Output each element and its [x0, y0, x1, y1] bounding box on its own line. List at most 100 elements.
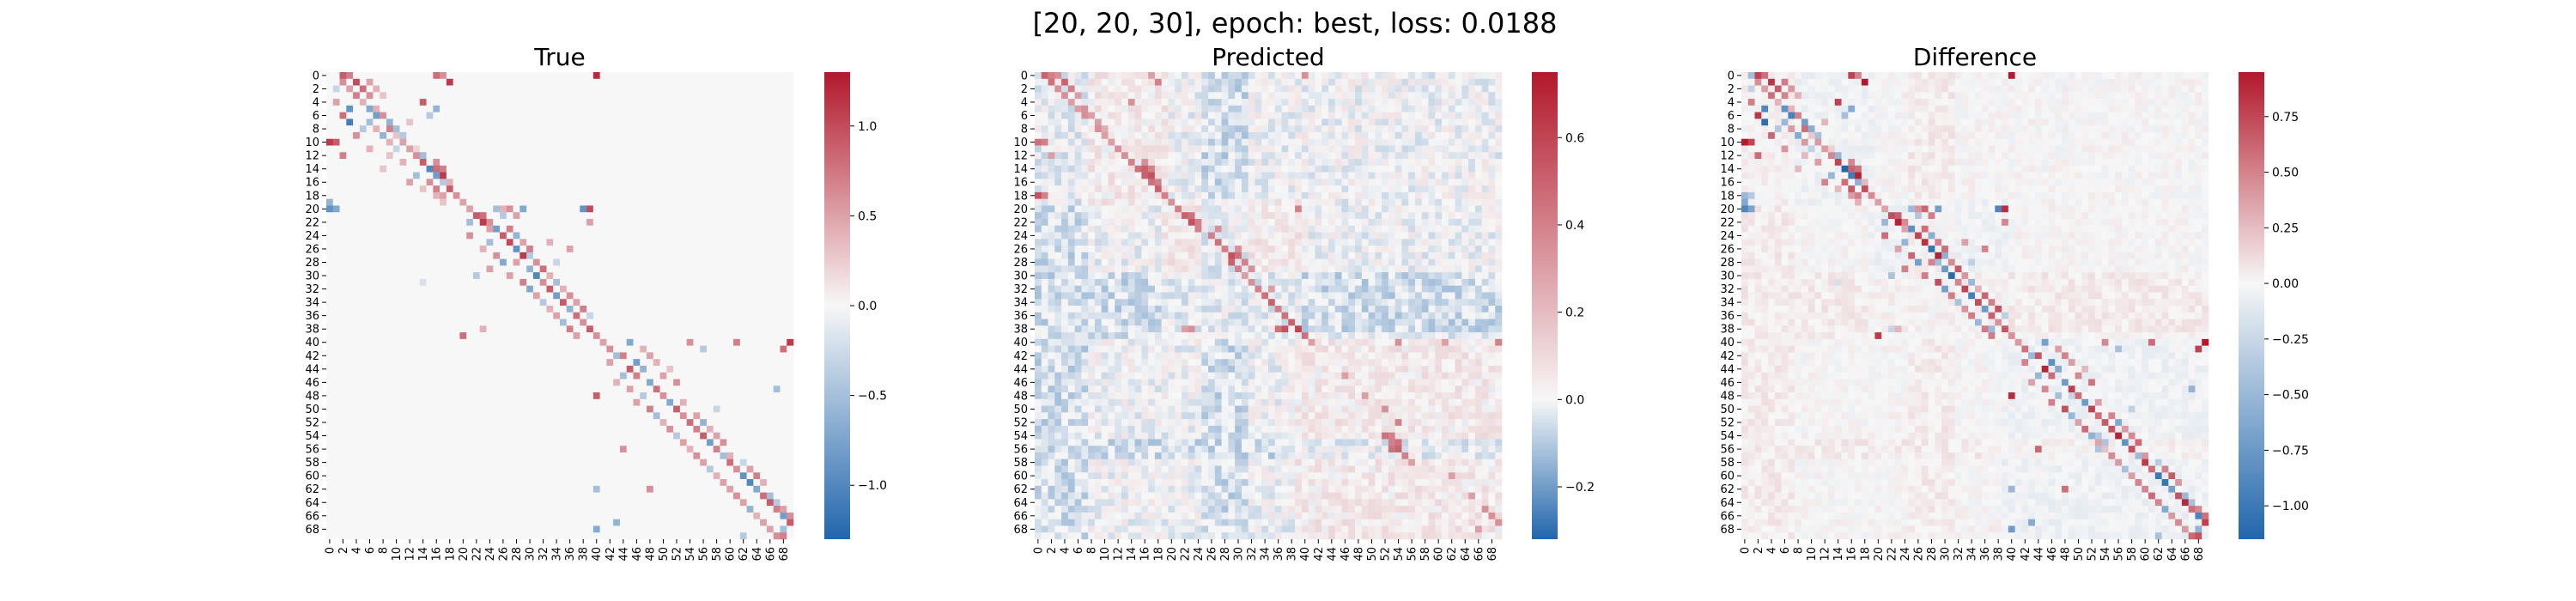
heatmap-cell [773, 446, 781, 453]
heatmap-cell [733, 92, 741, 100]
heatmap-cell [720, 499, 727, 507]
heatmap-cell [586, 165, 594, 173]
heatmap-cell [419, 185, 427, 193]
heatmap-cell [346, 92, 354, 100]
heatmap-cell [399, 145, 407, 153]
heatmap-cell [446, 432, 453, 440]
heatmap-cell [493, 138, 501, 146]
heatmap-cell [553, 412, 561, 420]
heatmap-cell [366, 285, 374, 293]
heatmap-cell [466, 325, 474, 333]
heatmap-cell [399, 265, 407, 273]
heatmap-cell [780, 365, 787, 373]
heatmap-cell [679, 398, 687, 406]
heatmap-cell [700, 185, 708, 193]
heatmap-cell [472, 72, 481, 80]
heatmap-cell [720, 159, 727, 167]
heatmap-cell [739, 78, 747, 86]
heatmap-cell [399, 125, 407, 133]
heatmap-cell [606, 191, 614, 199]
heatmap-cell [647, 112, 654, 119]
heatmap-cell [500, 232, 507, 240]
heatmap-cell [720, 512, 727, 519]
heatmap-cell [419, 212, 427, 220]
heatmap-cell [366, 345, 374, 353]
heatmap-cell [506, 312, 513, 319]
heatmap-cell [453, 145, 460, 153]
heatmap-cell [787, 385, 794, 393]
heatmap-cell [640, 332, 647, 340]
heatmap-cell [493, 306, 501, 313]
heatmap-cell [459, 292, 467, 300]
heatmap-cell [539, 239, 547, 246]
heatmap-cell [472, 446, 481, 453]
heatmap-cell [573, 72, 580, 80]
heatmap-cell [532, 405, 540, 413]
heatmap-cell [466, 179, 474, 186]
heatmap-cell [573, 345, 580, 353]
heatmap-cell [626, 525, 634, 533]
heatmap-cell [560, 359, 568, 367]
heatmap-cell [466, 185, 474, 193]
heatmap-cell [679, 172, 687, 179]
heatmap-cell [760, 472, 768, 480]
heatmap-cell [332, 319, 340, 326]
heatmap-cell [787, 258, 794, 266]
heatmap-cell [573, 92, 580, 100]
heatmap-cell [399, 485, 407, 493]
heatmap-cell [653, 299, 660, 307]
heatmap-cell [599, 345, 607, 353]
heatmap-cell [659, 85, 667, 93]
heatmap-cell [513, 332, 520, 340]
heatmap-cell [459, 432, 467, 440]
heatmap-cell [633, 72, 641, 80]
heatmap-cell [526, 512, 534, 519]
heatmap-cell [353, 425, 361, 433]
heatmap-cell [626, 105, 634, 112]
heatmap-cell [753, 198, 761, 206]
heatmap-cell [406, 92, 414, 100]
heatmap-cell [553, 225, 561, 233]
heatmap-cell [546, 425, 554, 433]
heatmap-cell [406, 392, 414, 400]
heatmap-cell [386, 218, 394, 227]
heatmap-cell [780, 299, 787, 307]
heatmap-cell [493, 506, 501, 513]
heatmap-cell [706, 412, 714, 420]
heatmap-cell [532, 446, 540, 453]
heatmap-cell [553, 532, 561, 540]
heatmap-cell [626, 412, 634, 420]
heatmap-cell [392, 105, 400, 112]
heatmap-cell [326, 312, 334, 319]
heatmap-cell [673, 185, 681, 193]
heatmap-cell [700, 78, 708, 86]
heatmap-cell [426, 392, 434, 400]
heatmap-cell [446, 131, 453, 140]
heatmap-cell [659, 458, 667, 466]
heatmap-cell [626, 198, 634, 206]
heatmap-cell [519, 292, 527, 300]
heatmap-cell [539, 446, 547, 453]
heatmap-cell [486, 225, 494, 233]
heatmap-cell [392, 392, 400, 400]
heatmap-cell [399, 465, 407, 473]
heatmap-cell [440, 446, 447, 453]
heatmap-cell [640, 425, 647, 433]
heatmap-cell [693, 352, 701, 360]
heatmap-cell [446, 485, 453, 493]
heatmap-cell [500, 272, 507, 280]
heatmap-cell [647, 72, 654, 80]
heatmap-cell [339, 372, 347, 379]
heatmap-cell [546, 398, 554, 406]
heatmap-cell [506, 165, 513, 173]
heatmap-cell [433, 138, 440, 146]
heatmap-cell [666, 299, 674, 307]
heatmap-cell [392, 405, 400, 413]
heatmap-cell [686, 258, 694, 266]
heatmap-cell [373, 72, 380, 80]
heatmap-cell [386, 145, 394, 153]
heatmap-cell [739, 519, 747, 526]
heatmap-cell [659, 99, 667, 106]
heatmap-cell [626, 338, 634, 346]
heatmap-cell [560, 118, 568, 126]
